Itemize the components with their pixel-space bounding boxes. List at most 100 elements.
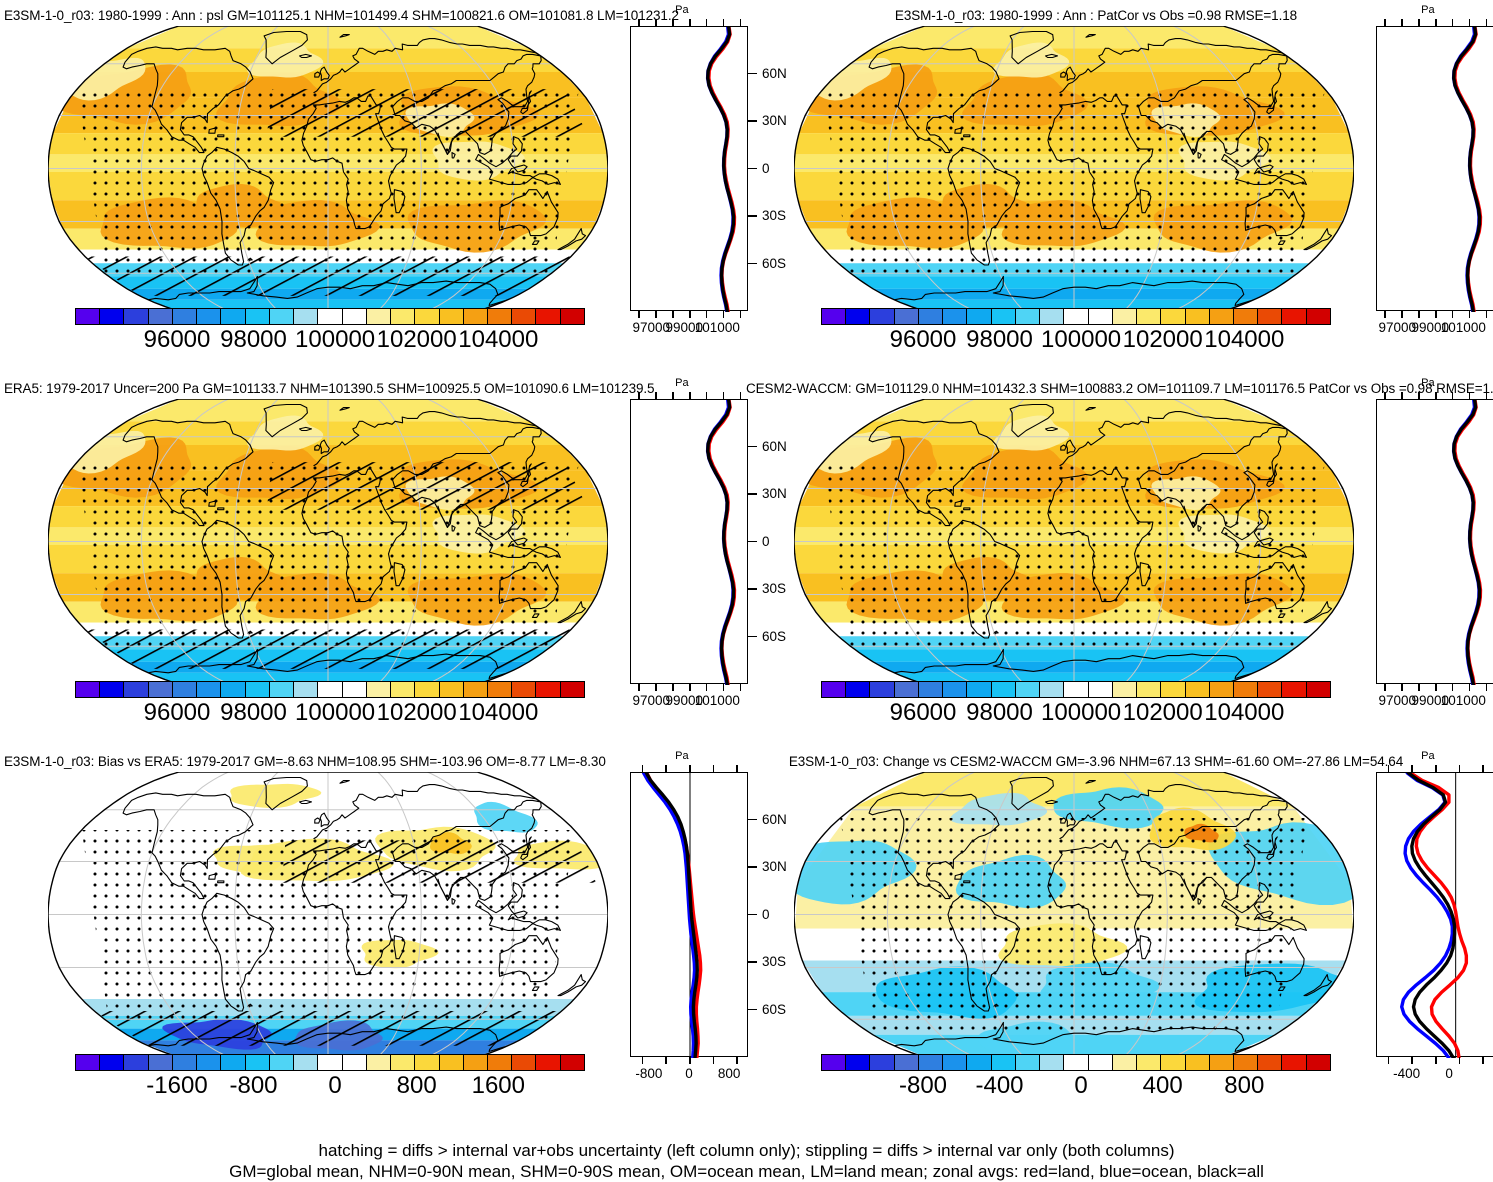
zonal-x-tick-label: 101000 bbox=[694, 693, 740, 708]
zonal-x-tick-label: 99000 bbox=[1411, 320, 1450, 335]
zonal-unit-label: Pa bbox=[675, 377, 689, 389]
zonal-mean-plot-change-vs-cesm2-waccm bbox=[1400, 771, 1469, 1060]
world-map-change-vs-cesm2-waccm bbox=[794, 772, 1354, 1057]
colorbar-tick-label: 98000 bbox=[220, 326, 287, 353]
zonal-lat-label: 30S bbox=[762, 581, 787, 596]
zonal-x-tick bbox=[739, 19, 742, 26]
colorbar-cell bbox=[1209, 1055, 1234, 1070]
footer-note-line2: GM=global mean, NHM=0-90N mean, SHM=0-90… bbox=[229, 1162, 1264, 1181]
zonal-lat-tick bbox=[748, 215, 757, 217]
zonal-lat-tick bbox=[748, 818, 757, 821]
colorbar-labels: 96000 98000 100000 102000 104000 bbox=[75, 698, 585, 726]
zonal-x-tick bbox=[1468, 19, 1471, 26]
colorbar-tick-label: 96000 bbox=[143, 326, 211, 353]
zonal-unit-label: Pa bbox=[675, 4, 689, 16]
zonal-x-tick bbox=[722, 19, 725, 26]
zonal-x-tick bbox=[689, 684, 691, 691]
colorbar-cell bbox=[1112, 309, 1138, 324]
colorbar-labels: -800 -400 0 400 800 bbox=[821, 1071, 1331, 1099]
zonal-lat-label: 60N bbox=[762, 65, 787, 81]
zonal-lat-label: 60S bbox=[762, 1001, 787, 1017]
colorbar-cell bbox=[991, 1055, 1016, 1070]
zonal-x-tick bbox=[1468, 311, 1471, 318]
zonal-x-tick-label: 0 bbox=[685, 1066, 693, 1081]
colorbar-cell bbox=[1064, 1055, 1089, 1070]
colorbar-cell bbox=[366, 682, 392, 697]
colorbar-cell bbox=[221, 309, 246, 324]
colorbar-cell bbox=[76, 309, 101, 324]
footer-note-line1: hatching = diffs > internal var+obs unce… bbox=[318, 1141, 1175, 1160]
colorbar-cell bbox=[294, 682, 319, 697]
colorbar-cell bbox=[943, 1055, 968, 1070]
colorbar-cell bbox=[1064, 682, 1089, 697]
zonal-x-tick-label: 97000 bbox=[632, 320, 671, 335]
colorbar-swatches bbox=[75, 1054, 585, 1071]
colorbar-cell bbox=[391, 309, 416, 324]
colorbar-cell bbox=[76, 682, 101, 697]
zonal-x-tick bbox=[1401, 19, 1403, 26]
colorbar-tick-label: 96000 bbox=[889, 699, 957, 726]
colorbar-tick-label: 100000 bbox=[1041, 699, 1122, 726]
colorbar-cell bbox=[366, 1055, 392, 1070]
zonal-x-tick bbox=[1482, 765, 1484, 772]
colorbar-cell bbox=[269, 309, 295, 324]
zonal-frame-test-mean-patcor bbox=[1376, 25, 1493, 314]
colorbar-cell bbox=[822, 1055, 847, 1070]
colorbar-cell bbox=[1282, 682, 1307, 697]
colorbar-cell bbox=[294, 1055, 319, 1070]
colorbar-tick-label: 0 bbox=[1074, 1072, 1088, 1099]
colorbar-cell bbox=[1233, 682, 1259, 697]
colorbar-cell bbox=[463, 1055, 488, 1070]
colorbar-cell bbox=[918, 682, 944, 697]
colorbar-cell bbox=[512, 682, 537, 697]
colorbar-cell bbox=[1040, 682, 1065, 697]
colorbar-cell bbox=[894, 682, 919, 697]
zonal-x-tick bbox=[739, 392, 742, 399]
colorbar-cell bbox=[1015, 309, 1041, 324]
colorbar-cell bbox=[245, 682, 270, 697]
zonal-x-tick bbox=[705, 392, 708, 399]
colorbar-cell bbox=[221, 1055, 246, 1070]
colorbar-cell bbox=[318, 309, 343, 324]
zonal-x-tick bbox=[1451, 684, 1454, 691]
colorbar-cell bbox=[1233, 309, 1259, 324]
colorbar-cell bbox=[366, 309, 392, 324]
zonal-x-tick-label: 97000 bbox=[1378, 693, 1417, 708]
zonal-unit-label: Pa bbox=[1421, 377, 1435, 389]
zonal-x-tick bbox=[705, 684, 708, 691]
zonal-x-tick bbox=[1485, 392, 1488, 399]
colorbar-cell bbox=[1088, 309, 1113, 324]
colorbar-cell bbox=[822, 682, 847, 697]
colorbar-cell bbox=[463, 682, 488, 697]
zonal-lat-label: 0 bbox=[762, 906, 770, 922]
world-map-test-mean bbox=[48, 26, 608, 311]
zonal-x-tick bbox=[689, 19, 691, 26]
zonal-x-tick bbox=[1468, 392, 1471, 399]
colorbar-cell bbox=[1306, 1055, 1330, 1070]
zonal-x-tick bbox=[672, 392, 674, 399]
zonal-x-tick bbox=[1451, 19, 1454, 26]
map-container-era5-reference bbox=[48, 399, 608, 684]
colorbar-tick-label: 96000 bbox=[143, 699, 211, 726]
colorbar-cell bbox=[943, 309, 968, 324]
zonal-x-tick bbox=[1418, 684, 1420, 691]
zonal-x-tick bbox=[712, 1057, 715, 1064]
colorbar-cell bbox=[1161, 1055, 1186, 1070]
zonal-line-ocean bbox=[1400, 771, 1454, 1060]
colorbar-cell bbox=[197, 682, 222, 697]
colorbar-change-vs-cesm2-waccm: -800 -400 0 400 800 bbox=[821, 1054, 1331, 1099]
zonal-x-tick bbox=[1435, 1057, 1437, 1064]
zonal-x-tick bbox=[1401, 392, 1403, 399]
colorbar-cell bbox=[1209, 682, 1234, 697]
zonal-x-tick bbox=[712, 765, 715, 772]
colorbar-cell bbox=[560, 682, 584, 697]
colorbar-cell bbox=[894, 309, 919, 324]
zonal-lat-label: 60N bbox=[762, 811, 787, 827]
zonal-x-tick-label: 101000 bbox=[1440, 693, 1486, 708]
colorbar-cell bbox=[439, 682, 464, 697]
zonal-lat-tick bbox=[748, 493, 757, 495]
zonal-x-tick bbox=[655, 684, 657, 691]
zonal-lat-label: 30N bbox=[762, 486, 787, 501]
zonal-x-tick bbox=[689, 311, 691, 318]
zonal-lat-label: 30N bbox=[762, 113, 787, 128]
